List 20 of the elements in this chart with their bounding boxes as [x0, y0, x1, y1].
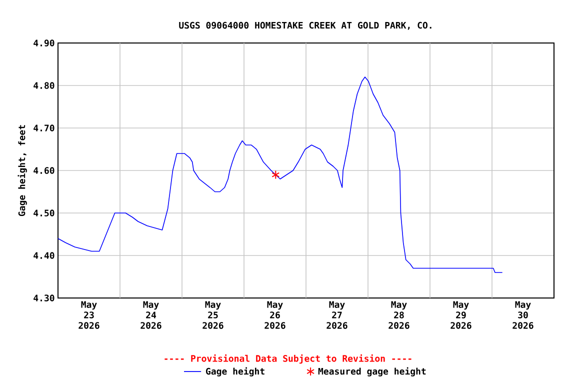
chart-title: USGS 09064000 HOMESTAKE CREEK AT GOLD PARK, CO. [179, 22, 432, 30]
legend-label: Gage height [206, 367, 264, 376]
y-tick-label: 4.60 [34, 167, 54, 174]
x-tick-label: May 29 2026 [450, 301, 472, 329]
y-tick-label: 4.40 [34, 252, 54, 259]
x-tick-label: May 27 2026 [326, 301, 348, 329]
y-tick-label: 4.30 [34, 294, 54, 302]
x-tick-label: May 30 2026 [512, 301, 534, 329]
y-axis-title: Gage height, feet [18, 125, 27, 216]
y-tick-label: 4.50 [34, 210, 54, 216]
y-tick-label: 4.80 [34, 82, 54, 89]
x-tick-label: May 25 2026 [202, 301, 224, 329]
y-tick-label: 4.70 [34, 124, 54, 132]
x-tick-label: May 28 2026 [388, 301, 410, 329]
x-tick-label: May 24 2026 [140, 301, 162, 329]
x-tick-label: May 26 2026 [264, 301, 286, 329]
legend-label: Measured gage height [318, 367, 426, 376]
y-tick-label: 4.90 [34, 40, 54, 46]
text: ---- Provisional Data Subject to Revision ---- [164, 354, 412, 364]
x-tick-label: May 23 2026 [78, 301, 100, 329]
